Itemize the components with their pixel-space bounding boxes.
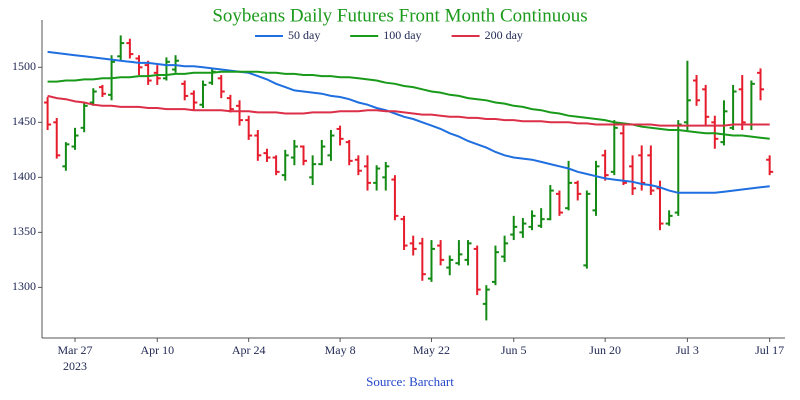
y-tick-label: 1300 <box>12 279 36 293</box>
x-tick-label: Apr 24 <box>232 343 266 357</box>
moving-average-line <box>47 94 770 127</box>
chart-title: Soybeans Daily Futures Front Month Conti… <box>212 5 587 26</box>
legend-label: 200 day <box>485 28 523 42</box>
y-tick-label: 1450 <box>12 114 36 128</box>
legend-label: 100 day <box>383 28 421 42</box>
legend-label: 50 day <box>288 28 320 42</box>
y-tick-label: 1350 <box>12 224 36 238</box>
x-tick-label: Apr 10 <box>140 343 174 357</box>
x-year-label: 2023 <box>63 359 87 373</box>
source-note: Source: Barchart <box>366 374 454 389</box>
x-tick-label: Mar 27 <box>58 343 93 357</box>
y-tick-label: 1500 <box>12 59 36 73</box>
y-tick-label: 1400 <box>12 169 36 183</box>
moving-average-line <box>47 50 770 194</box>
x-tick-label: May 8 <box>325 343 356 357</box>
x-tick-label: Jul 17 <box>755 343 784 357</box>
x-tick-label: May 22 <box>413 343 450 357</box>
moving-average-line <box>47 70 770 140</box>
x-tick-label: Jun 20 <box>589 343 621 357</box>
x-tick-label: Jun 5 <box>501 343 527 357</box>
x-tick-label: Jul 3 <box>676 343 699 357</box>
